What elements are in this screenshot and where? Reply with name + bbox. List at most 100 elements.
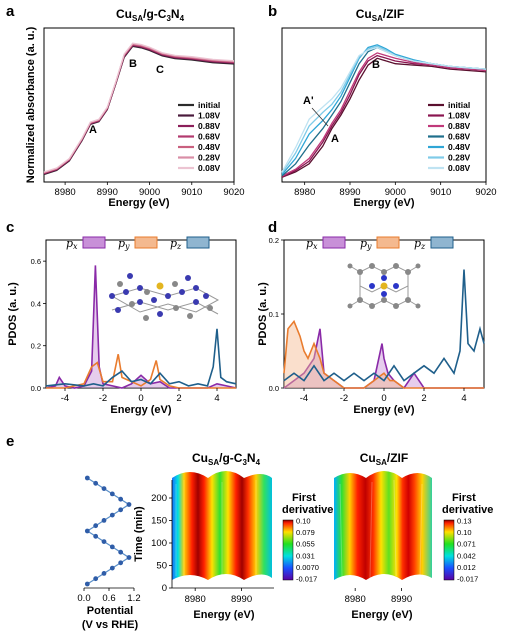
svg-text:px: px [66,237,78,251]
colorbar-1-tick-label-4: 0.0070 [296,563,319,572]
chart-a-legend-label-4: 0.48V [198,142,221,152]
heatmap-zif-xtick-label-0: 8980 [345,594,366,605]
chart-d: -4 -2 0 2 4 0.0 0.1 0.2 Energy (eV) PDOS (a. u.… [257,236,485,416]
chart-d-series-0 [283,328,484,390]
chart-a-annotation-C: C [156,64,164,76]
chart-a-legend-label-6: 0.08V [198,163,221,173]
svg-text:py: py [360,237,372,251]
chart-d-legend-px: px [306,236,346,251]
chart-a-ylabel: Normalized absorbance (a. u.) [25,26,37,183]
svg-text:px: px [306,237,318,251]
heatmap-zif-surface [334,471,432,580]
potential-point-3 [109,565,115,571]
chart-b: CuSA/ZIF 8980 8990 9000 9010 9020 Energy (eV… [281,7,497,209]
potential-point-13 [109,512,115,518]
chart-c-series-1 [46,354,236,389]
potential-point-12 [101,518,107,523]
chart-b-xtick-label-3: 9010 [430,187,451,198]
colorbar-1-tick-label-3: 0.031 [296,551,315,560]
potential-point-20 [84,475,90,481]
potential-xtick-label-0: 0.0 [77,593,90,604]
chart-b-annotation-A-prime: A' [303,95,314,107]
chart-c-xtick-label-4: 4 [214,393,219,404]
chart-d-ytick-label-0: 0.0 [269,384,279,393]
potential-point-4 [118,560,124,566]
heatmap-gc3n4-ytick-label-4: 200 [151,493,167,504]
chart-b-xtick-label-1: 8990 [339,187,360,198]
colorbar-2-tick-label-4: 0.012 [457,563,476,572]
heatmap-gc3n4-texture [175,480,257,578]
chart-c-series-2 [45,328,237,387]
chart-c-xlabel: Energy (eV) [110,404,171,416]
chart-b-xtick-label-0: 8980 [294,187,315,198]
heatmap-zif-texture [339,479,423,579]
chart-d-legend-pz: pz [414,236,454,251]
chart-b-legend-label-2: 0.88V [448,121,471,131]
colorbar-1-tick-label-0: 0.10 [296,517,311,526]
chart-d-xtick-label-1: -2 [340,393,348,404]
chart-c-legend-px: px [66,236,106,251]
chart-c-xtick-label-1: -2 [99,393,107,404]
chart-c-ytick-label-1: 0.2 [31,342,41,351]
chart-c-xtick-label-0: -4 [61,393,69,404]
chart-b-legend-label-0: initial [448,100,470,110]
chart-b-xlabel: Energy (eV) [353,197,414,209]
colorbar-1-label2: derivative [282,504,333,516]
chart-a-xtick-label-3: 9010 [181,187,202,198]
potential-point-19 [93,480,99,486]
chart-a-legend-label-5: 0.28V [198,153,221,163]
chart-c-legend: px py pz [66,236,210,251]
potential-point-2 [101,571,107,576]
heatmap-gc3n4-xtick-label-1: 8990 [231,594,252,605]
chart-d-ylabel: PDOS (a. u.) [257,282,269,346]
colorbar-1-label: First [292,492,316,504]
chart-b-series-2 [281,52,487,177]
chart-a: CuSA/g-C3N4 8980 8990 9000 9010 9020 Energy … [25,7,245,209]
chart-b-legend-label-1: 1.08V [448,111,471,121]
chart-c: -4 -2 0 2 4 0.0 0.2 0.4 0.6 Energy (eV) PDOS (a.… [7,236,237,416]
chart-a-xtick-label-4: 9020 [223,187,244,198]
colorbar-1 [282,519,294,581]
chart-b-series-6 [281,46,487,173]
chart-a-xtick-label-1: 8990 [97,187,118,198]
chart-e-heatmap-zif: CuSA/ZIF 8980 8990 Energy (eV) First deri… [334,451,493,621]
chart-d-xtick-label-4: 4 [461,393,466,404]
colorbar-2-tick-label-3: 0.042 [457,551,476,560]
chart-a-title: CuSA/g-C3N4 [116,7,185,23]
chart-b-xtick-label-2: 9000 [385,187,406,198]
chart-b-annotation-A: A [331,133,339,145]
potential-xlabel: Potential [87,605,133,617]
chart-d-series-2 [283,269,485,382]
chart-c-xtick-label-2: 0 [138,393,143,404]
heatmap-gc3n4-ylabel: Time (min) [133,506,145,562]
chart-a-xlabel: Energy (eV) [108,197,169,209]
colorbar-1-tick-label-2: 0.055 [296,540,315,549]
chart-c-ytick-label-0: 0.0 [31,384,41,393]
chart-b-legend-label-3: 0.68V [448,132,471,142]
panel-label-a: a [6,3,15,20]
heatmap-gc3n4-ytick-label-2: 100 [151,538,167,549]
chart-b-legend-label-4: 0.48V [448,142,471,152]
chart-c-legend-pz: pz [170,236,210,251]
chart-b-frame [281,27,487,183]
chart-c-series-0 [45,265,237,389]
chart-d-legend: px py pz [306,236,454,251]
chart-a-legend-label-1: 1.08V [198,111,221,121]
colorbar-2-tick-label-0: 0.13 [457,517,472,526]
potential-point-1 [93,576,99,582]
chart-c-ylabel: PDOS (a. u.) [7,282,19,346]
potential-point-10 [84,528,90,534]
heatmap-gc3n4-ytick-label-1: 50 [156,561,167,572]
potential-point-8 [101,539,107,544]
potential-point-14 [118,507,124,513]
svg-text:py: py [118,237,130,251]
heatmap-gc3n4-surface [172,471,272,580]
chart-c-frame [45,239,237,389]
chart-a-series-6 [43,42,235,173]
panel-label-b: b [268,3,277,20]
chart-b-series-0 [281,57,487,178]
chart-d-xlabel: Energy (eV) [353,404,414,416]
chart-a-legend-label-2: 0.88V [198,121,221,131]
